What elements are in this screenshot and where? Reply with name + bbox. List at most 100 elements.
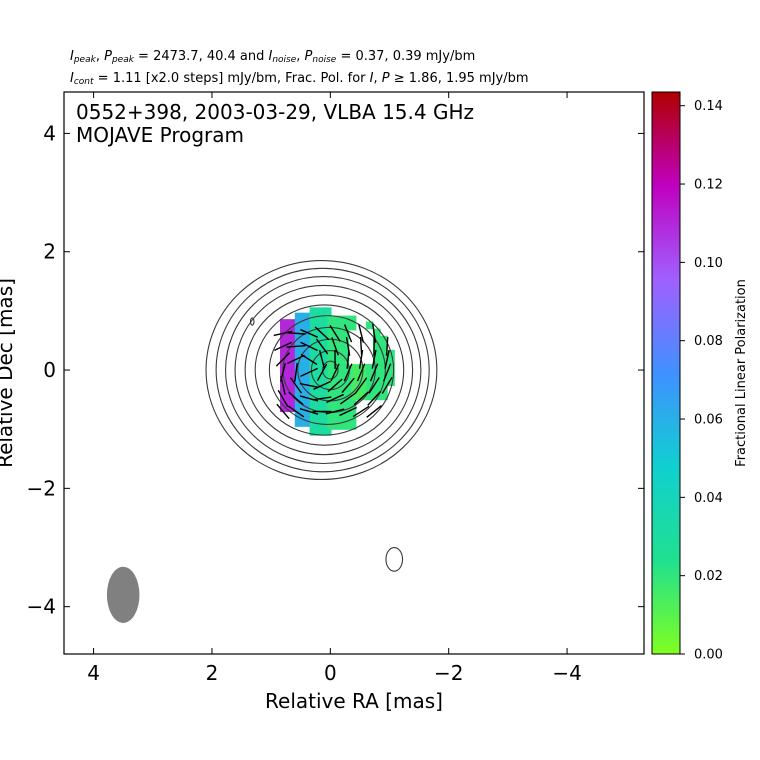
polarization-cell [316,314,325,323]
contour-level-4 [234,284,414,456]
polarization-cell [334,415,343,423]
evpa-vector [354,377,368,394]
polarization-cell [316,378,325,387]
polarization-cell [301,333,310,342]
y-tick-label: 0 [43,358,56,382]
polarization-cell [380,392,388,401]
evpa-vector [275,352,291,367]
polarization-cell [341,358,350,366]
polarization-cell [334,358,343,366]
evpa-vector [316,363,328,382]
evpa-vector [384,350,390,369]
polarization-cell [348,315,357,324]
polarization-cell [387,349,395,358]
polarization-cell [323,428,332,436]
polarization-cell [316,307,325,316]
evpa-vector [372,323,377,343]
polarization-cell [294,319,303,328]
polarization-cell [334,336,343,345]
polarization-cell [327,422,336,430]
evpa-vector [366,405,382,418]
evpa-vector [369,363,379,382]
polarization-cell [280,340,288,349]
polarization-cell [358,378,366,387]
beam [106,566,140,623]
polarization-cell [287,347,295,356]
colorbar-tick-label: 0.08 [694,334,723,349]
polarization-cell [341,329,350,338]
polarization-cell [280,333,288,342]
polarization-cell [341,422,350,430]
evpa-vector [356,363,366,382]
plot-subtitle: MOJAVE Program [76,123,244,147]
polarization-cell [301,376,310,385]
polarization-cell [341,372,350,381]
polarization-cell [316,357,325,365]
polarization-cell [287,340,295,349]
polarization-cell [348,422,357,430]
polarization-cell [334,386,343,395]
contour-level-13 [249,317,255,326]
evpa-vector [345,336,351,356]
evpa-vector [299,382,319,388]
evpa-vector [300,341,318,352]
polarization-cell [365,321,374,330]
evpa-vector [287,354,305,365]
polarization-cell [316,335,325,344]
polarization-cell [327,415,336,423]
polarization-cell [365,371,374,379]
evpa-vector [327,378,343,393]
polarization-cell [365,364,374,372]
polarization-cell [334,422,343,430]
polarization-cell [287,361,295,370]
polarization-cell [301,326,310,335]
polarization-cell [309,307,318,316]
polarization-cell [316,406,325,415]
polarization-cell [327,358,336,366]
polarization-cell [287,368,295,377]
polarization-cell [294,383,303,392]
polarization-cell [327,329,336,338]
polarization-cell [301,412,310,420]
polarization-cell [387,364,395,372]
polarization-cell [316,342,325,351]
polarization-cell [316,364,325,372]
polarization-cell [348,400,357,409]
polarization-cell [309,335,318,344]
evpa-vector [325,408,345,415]
polarization-cell [341,315,350,324]
polarization-cell [358,385,366,394]
polarization-cell [372,371,381,379]
x-tick-label: −4 [552,661,581,685]
evpa-vector [343,324,353,343]
polarization-cell [334,322,343,331]
polarization-cell [294,412,303,420]
polarization-cell [316,413,325,422]
polarization-cell [380,357,388,365]
polarization-cell [309,342,318,351]
polarization-cell [341,400,350,409]
contour-level-1 [205,260,438,481]
evpa-vector [381,376,393,394]
evpa-vector [300,353,318,366]
polarization-cell [294,376,303,385]
header-line-1: Ipeak, Ppeak = 2473.7, 40.4 and Inoise, … [70,49,476,65]
polarization-cell [380,371,388,379]
polarization-cell [358,364,366,372]
evpa-vector [279,363,287,382]
evpa-vector [286,344,306,348]
polarization-cell [327,386,336,395]
evpa-vectors [273,323,393,420]
contour-level-3 [225,276,422,465]
polarization-cell [358,392,366,401]
y-tick-label: 2 [43,240,56,264]
polarization-cell [341,344,350,352]
plot-title: 0552+398, 2003-03-29, VLBA 15.4 GHz [76,100,474,124]
evpa-vector [339,392,357,405]
polarization-cell [316,392,325,401]
y-axis-label: Relative Dec [mas] [0,278,17,468]
polarization-cell [365,385,374,394]
x-tick-label: 2 [206,661,219,685]
evpa-vector [313,380,331,391]
